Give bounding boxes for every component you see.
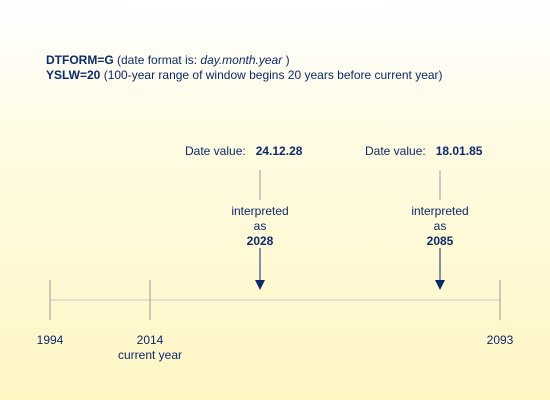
dtform-format: day.month.year <box>200 53 283 67</box>
date-value-1-label: Date value: <box>185 144 246 158</box>
interpretation-1-line2: as <box>253 219 267 233</box>
dtform-desc-suffix: ) <box>285 53 290 67</box>
example-1-arrow-head <box>255 280 265 290</box>
yslw-parameter: YSLW=20 (100-year range of window begins… <box>46 68 443 82</box>
current-year-caption: current year <box>117 348 183 362</box>
date-value-2-value: 18.01.85 <box>435 144 483 158</box>
current-year-value: 2014 <box>136 333 164 347</box>
year-label-current: 2014 current year <box>108 333 192 363</box>
yslw-key: YSLW=20 <box>46 68 101 82</box>
interpretation-2-line1: interpreted <box>411 204 469 218</box>
dtform-parameter: DTFORM=G (date format is: day.month.year… <box>46 53 290 67</box>
interpretation-1-line1: interpreted <box>231 204 289 218</box>
year-label-start: 1994 <box>36 333 64 347</box>
dtform-key: DTFORM=G <box>46 53 114 67</box>
interpretation-2-result: 2085 <box>426 234 454 248</box>
example-2-arrow-head <box>435 280 445 290</box>
date-value-2: Date value: 18.01.85 <box>365 144 482 158</box>
interpretation-1: interpreted as 2028 <box>220 204 300 249</box>
dtform-desc-prefix: (date format is: <box>117 53 198 67</box>
yslw-desc: (100-year range of window begins 20 year… <box>103 68 443 82</box>
year-label-end: 2093 <box>486 333 514 347</box>
date-value-1-value: 24.12.28 <box>255 144 303 158</box>
interpretation-1-result: 2028 <box>246 234 274 248</box>
date-value-2-label: Date value: <box>365 144 426 158</box>
interpretation-2-line2: as <box>433 219 447 233</box>
date-value-1: Date value: 24.12.28 <box>185 144 302 158</box>
interpretation-2: interpreted as 2085 <box>400 204 480 249</box>
